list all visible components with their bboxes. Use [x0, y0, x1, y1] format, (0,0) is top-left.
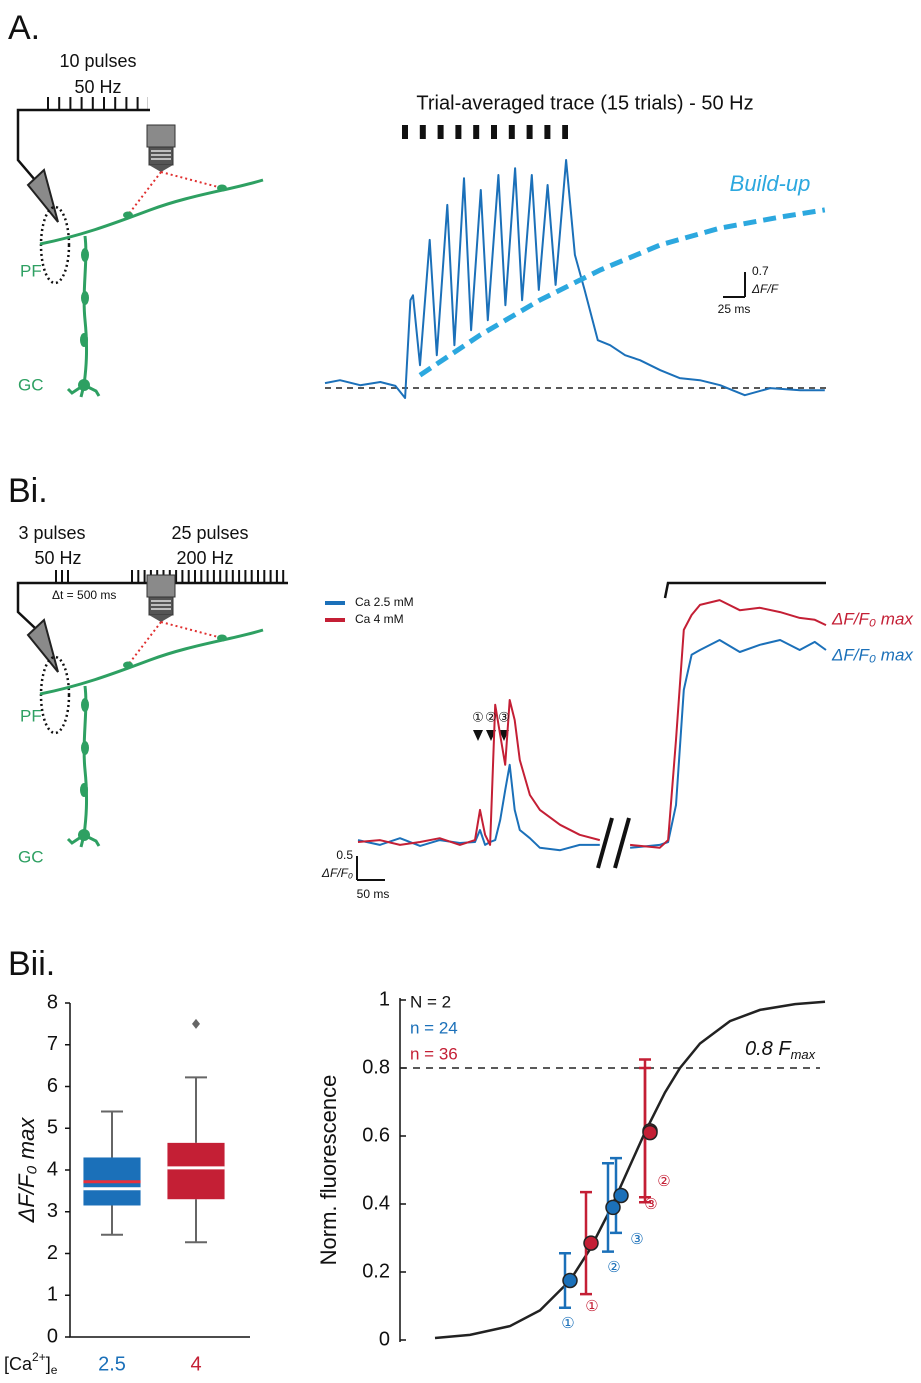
legend-label: n = 24 — [410, 1018, 458, 1037]
scale-label: ΔF/F — [751, 282, 779, 296]
y-tick-label: 2 — [47, 1242, 58, 1264]
trace — [324, 159, 825, 399]
data-point — [613, 1187, 629, 1204]
x-axis-label-part: 2+ — [32, 1350, 46, 1364]
stim-text: 10 pulses — [59, 51, 136, 71]
scale-label: 50 ms — [357, 887, 390, 901]
y-tick-label: 7 — [47, 1033, 58, 1055]
y-tick-label: 8 — [47, 991, 58, 1013]
panel-label: Bi. — [8, 472, 48, 510]
pulse-markers — [473, 730, 509, 741]
stim-text: Δt = 500 ms — [52, 588, 116, 602]
scale-label: 0.7 — [752, 264, 769, 278]
axis-break — [596, 817, 614, 869]
point-label: ③ — [630, 1231, 643, 1248]
y-tick-label: 6 — [47, 1075, 58, 1097]
scale-label: 25 ms — [718, 302, 751, 316]
x-axis-label-part: e — [51, 1363, 58, 1377]
end-label: ΔF/F₀ max — [831, 610, 913, 629]
x-axis-label: [Ca2+]e — [4, 1350, 58, 1377]
y-tick-label: 0.6 — [362, 1124, 390, 1146]
cell-label: PF — [20, 261, 42, 280]
stim-text: 200 Hz — [176, 548, 233, 568]
reference-label-text: 0.8 F — [745, 1038, 792, 1060]
pulse-label: ③ — [498, 709, 510, 724]
point-label: ② — [657, 1173, 670, 1190]
y-tick-label: 5 — [47, 1117, 58, 1139]
y-tick-label: 4 — [47, 1158, 58, 1180]
stim-text: 3 pulses — [18, 523, 85, 543]
y-tick-label: 0.2 — [362, 1260, 390, 1282]
scale-label: 0.5 — [336, 848, 353, 862]
y-tick-label: 1 — [47, 1284, 58, 1306]
stim-text: 25 pulses — [171, 523, 248, 543]
point-label: ① — [585, 1298, 598, 1315]
fit-curve — [434, 1000, 826, 1340]
point-label: ① — [561, 1315, 574, 1332]
y-tick-label: 0.4 — [362, 1192, 390, 1214]
y-axis-label: Norm. fluorescence — [316, 1075, 341, 1266]
trace — [357, 639, 827, 852]
panel-label: A. — [8, 9, 40, 47]
outlier — [192, 1018, 200, 1029]
cell-label: PF — [20, 706, 42, 725]
y-axis-label: ΔF/F₀ max — [14, 1117, 39, 1224]
pulse-label: ① — [472, 709, 484, 724]
chart-title: Trial-averaged trace (15 trials) - 50 Hz — [416, 92, 753, 114]
box — [167, 1142, 225, 1200]
data-point — [642, 1124, 658, 1141]
reference-label: 0.8 Fmax — [745, 1038, 816, 1062]
y-tick-label: 0.8 — [362, 1056, 390, 1078]
x-tick-label: 2.5 — [98, 1353, 126, 1375]
y-tick-label: 0 — [47, 1325, 58, 1347]
cell-label: GC — [18, 375, 44, 394]
end-label: ΔF/F₀ max — [831, 646, 913, 665]
buildup-curve — [418, 207, 826, 378]
cell-diagram — [26, 573, 265, 849]
data-point — [562, 1272, 578, 1289]
y-tick-label: 3 — [47, 1200, 58, 1222]
data-point — [583, 1235, 599, 1251]
x-axis-label-part: ] — [46, 1354, 51, 1374]
buildup-label: Build-up — [730, 171, 811, 196]
axis-break — [613, 817, 631, 869]
legend-label: Ca 4 mM — [355, 612, 404, 626]
stim-wire — [16, 108, 150, 181]
panel-label: Bii. — [8, 945, 55, 983]
trace — [357, 599, 827, 849]
annotation: N = 2 — [410, 992, 451, 1011]
point-label: ② — [607, 1259, 620, 1276]
legend-label: n = 36 — [410, 1044, 458, 1063]
x-axis-label-part: [Ca — [4, 1354, 33, 1374]
cell-label: GC — [18, 847, 44, 866]
legend-label: Ca 2.5 mM — [355, 595, 414, 609]
reference-label-sub: max — [791, 1047, 816, 1062]
cell-diagram — [26, 123, 265, 399]
stim-text: 50 Hz — [74, 77, 121, 97]
y-tick-label: 0 — [379, 1328, 390, 1350]
data-point — [605, 1199, 621, 1216]
stim-text: 50 Hz — [34, 548, 81, 568]
x-tick-label: 4 — [190, 1353, 201, 1375]
y-tick-label: 1 — [379, 988, 390, 1010]
pulse-label: ② — [485, 709, 497, 724]
stim-bar — [663, 581, 826, 599]
scale-label: ΔF/F₀ — [321, 866, 353, 880]
point-label: ③ — [644, 1196, 657, 1213]
